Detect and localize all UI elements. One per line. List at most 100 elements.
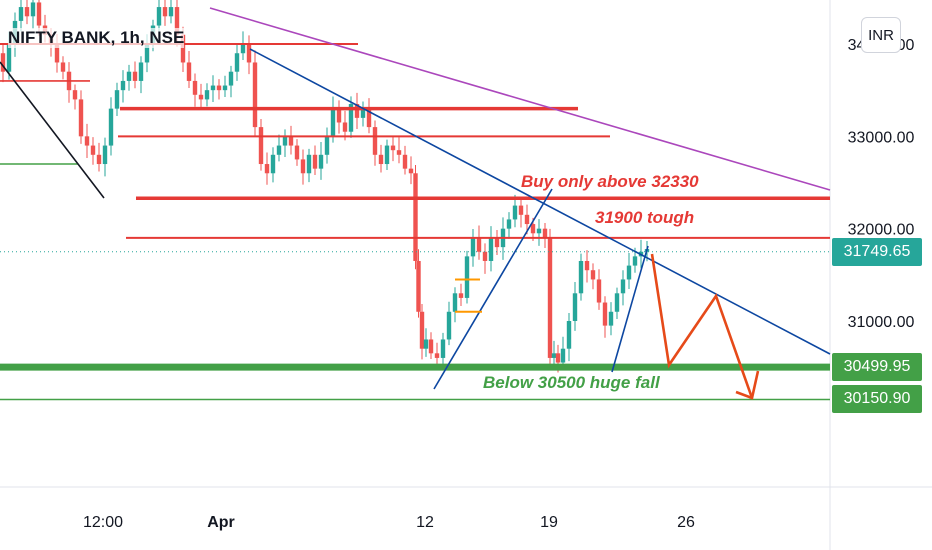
candle-body: [488, 237, 494, 261]
candle-body: [330, 108, 336, 137]
candle-body: [174, 7, 180, 35]
candle-body: [168, 7, 174, 17]
candle-body: [78, 99, 84, 137]
chart-annotation: 31900 tough: [595, 208, 694, 227]
candle-body: [626, 265, 632, 280]
candle-body: [294, 145, 300, 160]
candle-body: [198, 94, 204, 100]
candle-body: [354, 104, 360, 118]
candle-body: [258, 127, 264, 165]
candle-body: [428, 339, 434, 354]
candle-body: [506, 219, 512, 229]
candle-body: [246, 44, 252, 63]
candle-body: [102, 145, 108, 165]
candle-body: [36, 2, 42, 26]
candle-body: [464, 256, 470, 298]
candle-body: [288, 136, 294, 146]
candle-body: [240, 44, 246, 54]
candle-body: [413, 173, 418, 261]
candle-body: [536, 228, 542, 234]
candle-body: [578, 260, 584, 294]
candle-body: [318, 154, 324, 169]
y-tick-label: 33000.00: [848, 129, 915, 146]
candle-body: [372, 127, 378, 155]
y-tick-label: 32000.00: [848, 222, 915, 239]
support-levels: [0, 163, 830, 401]
candle-body: [276, 145, 282, 155]
x-tick-label: 26: [677, 514, 695, 531]
candle-body: [566, 321, 572, 349]
candle-body: [264, 164, 270, 174]
candle-body: [446, 311, 452, 340]
candle-body: [602, 302, 608, 326]
candle-body: [24, 7, 30, 17]
candle-body: [416, 260, 421, 312]
candle-body: [282, 136, 288, 146]
candle-body: [524, 214, 530, 225]
candle-body: [542, 228, 548, 238]
candle-body: [96, 154, 102, 165]
candle-body: [180, 34, 186, 63]
candle-body: [162, 7, 168, 17]
descending-trendline: [249, 48, 831, 355]
support-price-label: 30499.95: [843, 358, 911, 376]
candle-body: [620, 279, 626, 294]
projection-line: [650, 253, 754, 399]
symbol-title: NIFTY BANK, 1h, NSE: [8, 28, 185, 48]
candle-body: [204, 90, 210, 100]
candle-body: [560, 348, 566, 363]
candle-body: [458, 293, 464, 298]
candle-body: [348, 104, 354, 132]
candle-body: [144, 44, 150, 63]
candle-body: [72, 90, 78, 100]
candle-body: [228, 71, 234, 86]
candle-body: [396, 150, 402, 155]
x-tick-label: 19: [540, 514, 558, 531]
candle-body: [216, 85, 222, 91]
candle-body: [360, 108, 366, 118]
candle-body: [547, 237, 553, 358]
candle-body: [608, 311, 614, 326]
candle-body: [108, 108, 114, 146]
projection-arrowhead: [735, 370, 760, 400]
candle-body: [551, 353, 557, 358]
candle-body: [555, 353, 561, 363]
candle-body: [126, 71, 132, 81]
candle-body: [60, 62, 66, 72]
candle-body: [434, 353, 440, 358]
candle-body: [234, 53, 240, 72]
support-price-tag: 30150.90: [832, 385, 922, 414]
candle-body: [138, 62, 144, 81]
candle-body: [270, 154, 276, 174]
candle-body: [402, 154, 408, 169]
candle-body: [18, 7, 24, 21]
currency-button[interactable]: INR: [861, 17, 901, 53]
y-tick-label: 31000.00: [848, 314, 915, 331]
candle-body: [186, 62, 192, 81]
symbol-label: NIFTY BANK, 1h, NSE: [8, 28, 185, 47]
candle-body: [192, 80, 198, 95]
candle-body: [114, 90, 120, 109]
x-tick-label: Apr: [207, 514, 235, 531]
candle-body: [378, 154, 384, 165]
candle-body: [132, 71, 138, 81]
candle-body: [590, 270, 596, 280]
candle-body: [366, 108, 372, 128]
support-price-tag: 30499.95: [832, 353, 922, 382]
candle-body: [408, 168, 414, 174]
last-price-tag: 31749.65: [832, 237, 922, 266]
candle-body: [584, 260, 590, 271]
candle-body: [120, 80, 126, 91]
candle-body: [470, 237, 476, 257]
candle-body: [300, 159, 306, 174]
candle-body: [452, 293, 458, 312]
candle-body: [222, 85, 228, 91]
trend-lines: [0, 7, 831, 390]
candle-body: [419, 311, 425, 349]
currency-label: INR: [868, 26, 894, 44]
candle-body: [423, 339, 429, 349]
candle-body: [84, 136, 90, 146]
candle-body: [572, 293, 578, 321]
candle-body: [342, 122, 348, 132]
